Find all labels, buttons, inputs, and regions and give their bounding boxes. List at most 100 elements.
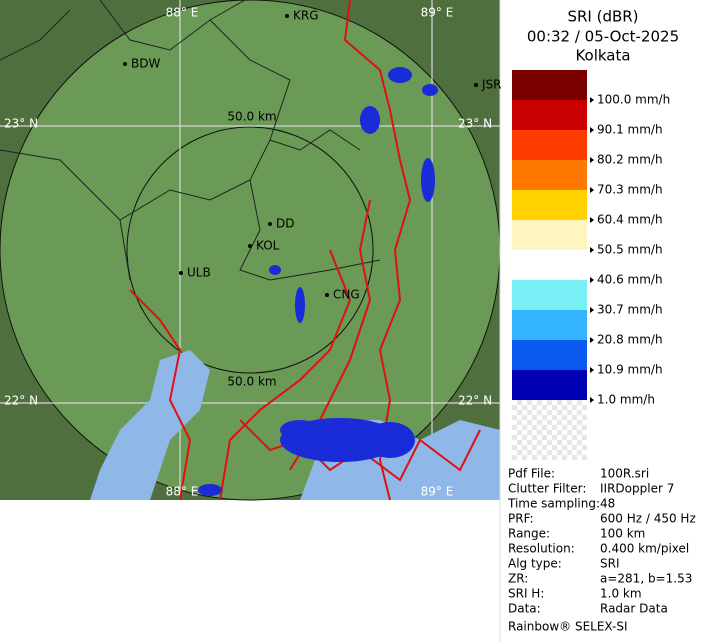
checker-cell	[532, 415, 537, 420]
checker-cell	[532, 435, 537, 440]
city-dot	[123, 62, 127, 66]
checker-cell	[552, 415, 557, 420]
water	[90, 350, 210, 500]
graticule	[0, 0, 500, 500]
checker-cell	[562, 405, 567, 410]
checker-cell	[562, 455, 567, 460]
city-dot	[285, 14, 289, 18]
checker-cell	[547, 450, 552, 455]
legend-swatch	[512, 280, 587, 310]
checker-cell	[537, 420, 542, 425]
lon-label: 89° E	[421, 485, 454, 499]
checker-cell	[582, 425, 587, 430]
info-value: 1.0 km	[600, 587, 642, 601]
checker-cell	[552, 445, 557, 450]
checker-cell	[567, 410, 572, 415]
checker-cell	[512, 435, 517, 440]
legend-label: 30.7 mm/h	[597, 303, 663, 317]
legend-arrow	[590, 97, 594, 103]
city-label: DD	[276, 217, 294, 231]
lon-label: 88° E	[166, 6, 199, 20]
city-dot	[248, 244, 252, 248]
checker-cell	[552, 455, 557, 460]
legend-arrow	[590, 277, 594, 283]
legend-swatch	[512, 250, 587, 280]
checker-cell	[532, 455, 537, 460]
checker-cell	[537, 400, 542, 405]
checker-cell	[572, 435, 577, 440]
info-value: 100R.sri	[600, 467, 649, 481]
checker-cell	[572, 425, 577, 430]
legend-swatch	[512, 160, 587, 190]
checker-cell	[582, 405, 587, 410]
checker-cell	[542, 435, 547, 440]
info-key: Time sampling:	[507, 497, 600, 511]
city-dot	[268, 222, 272, 226]
checker-cell	[512, 405, 517, 410]
checker-cell	[557, 450, 562, 455]
info-value: SRI	[600, 557, 620, 571]
checker-cell	[547, 440, 552, 445]
info-value: a=281, b=1.53	[600, 572, 692, 586]
checker-cell	[527, 450, 532, 455]
legend-label: 1.0 mm/h	[597, 393, 655, 407]
legend-swatch	[512, 340, 587, 370]
checker-cell	[542, 445, 547, 450]
legend-label: 70.3 mm/h	[597, 183, 663, 197]
legend-arrow	[590, 337, 594, 343]
checker-cell	[547, 420, 552, 425]
checker-cell	[517, 420, 522, 425]
product-title: SRI (dBR)	[567, 8, 638, 26]
lat-label: 22° N	[4, 394, 38, 408]
checker-cell	[567, 450, 572, 455]
checker-cell	[567, 430, 572, 435]
legend-arrow	[590, 157, 594, 163]
city-label: BDW	[131, 57, 160, 71]
checker-cell	[567, 420, 572, 425]
city-dot	[179, 271, 183, 275]
checker-cell	[512, 415, 517, 420]
checker-cell	[582, 455, 587, 460]
legend-swatch	[512, 100, 587, 130]
city-dot	[474, 83, 478, 87]
checker-cell	[517, 400, 522, 405]
legend-label: 100.0 mm/h	[597, 93, 670, 107]
checker-cell	[557, 400, 562, 405]
checker-cell	[522, 455, 527, 460]
checker-cell	[537, 450, 542, 455]
map	[0, 0, 501, 501]
checker-cell	[517, 410, 522, 415]
legend-label: 20.8 mm/h	[597, 333, 663, 347]
checker-cell	[547, 410, 552, 415]
lat-label: 23° N	[4, 117, 38, 131]
checker-cell	[527, 400, 532, 405]
checker-cell	[552, 405, 557, 410]
legend-swatch	[512, 220, 587, 250]
legend-arrow	[590, 217, 594, 223]
footer: Rainbow® SELEX-SI	[508, 620, 628, 634]
city-label: ULB	[187, 266, 211, 280]
info-value: 600 Hz / 450 Hz	[600, 512, 696, 526]
checker-cell	[527, 430, 532, 435]
checker-cell	[517, 440, 522, 445]
checker-cell	[532, 425, 537, 430]
checker-cell	[567, 440, 572, 445]
checker-cell	[517, 430, 522, 435]
range-label: 50.0 km	[227, 375, 276, 389]
checker-cell	[532, 445, 537, 450]
checker-cell	[577, 400, 582, 405]
checker-cell	[567, 400, 572, 405]
lon-label: 88° E	[166, 485, 199, 499]
checker-cell	[542, 415, 547, 420]
checker-cell	[582, 435, 587, 440]
legend-label: 10.9 mm/h	[597, 363, 663, 377]
info-value: 100 km	[600, 527, 645, 541]
checker-cell	[582, 445, 587, 450]
checker-cell	[572, 405, 577, 410]
checker-cell	[527, 410, 532, 415]
checker-cell	[532, 405, 537, 410]
checker-cell	[572, 455, 577, 460]
checker-cell	[572, 445, 577, 450]
checker-cell	[562, 425, 567, 430]
checker-cell	[582, 415, 587, 420]
